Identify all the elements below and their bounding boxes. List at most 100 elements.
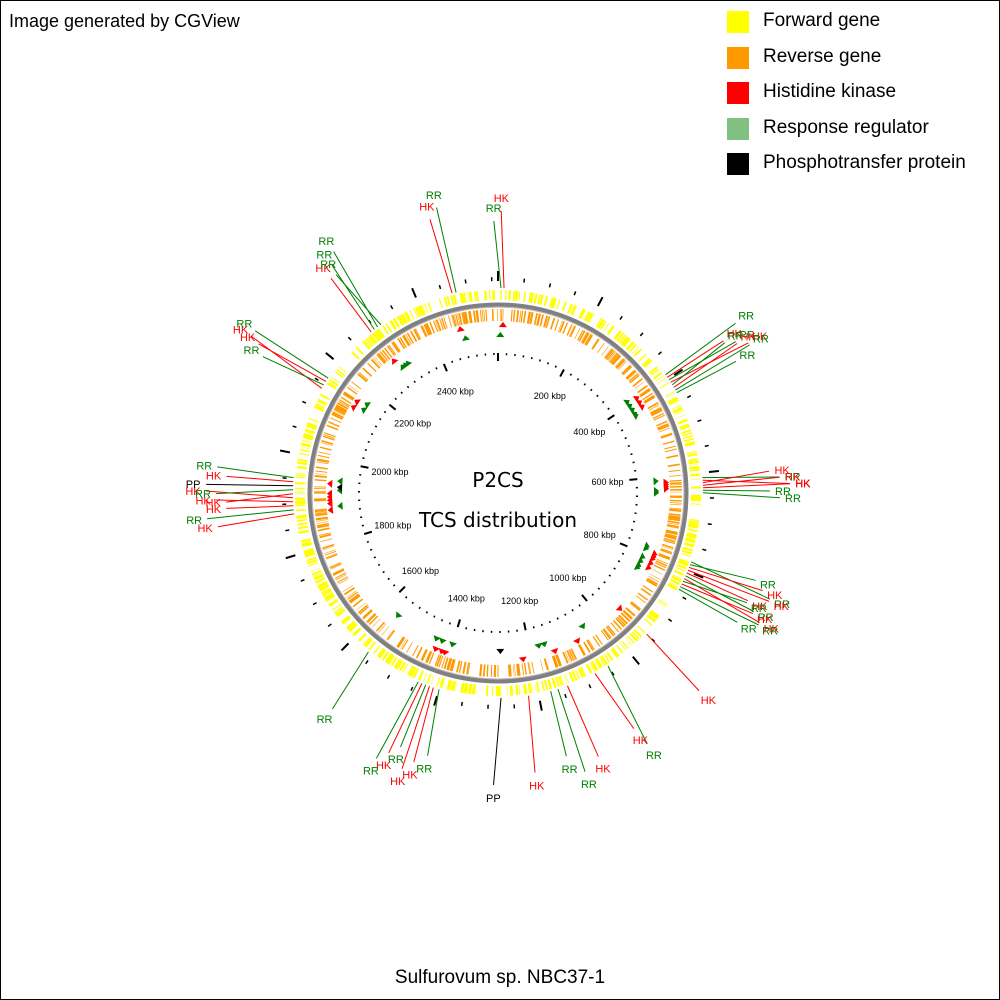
reverse-gene <box>653 564 666 571</box>
reverse-gene <box>592 636 601 647</box>
reverse-gene <box>334 406 347 414</box>
reverse-gene <box>605 626 615 637</box>
rr-marker <box>364 402 372 409</box>
callout-label: RR <box>774 599 790 611</box>
outer-tick <box>702 548 707 552</box>
forward-gene <box>373 645 381 654</box>
callout-line <box>493 220 502 289</box>
inner-tick <box>388 403 397 411</box>
callout-line <box>702 483 790 489</box>
forward-gene <box>684 538 696 544</box>
forward-gene <box>340 615 350 623</box>
callout-line <box>671 342 726 386</box>
callout-label: RR <box>762 626 778 638</box>
callout-label: HK <box>764 624 780 636</box>
outer-tick <box>438 284 442 290</box>
reverse-gene <box>362 609 372 619</box>
callout-label: HK <box>774 465 790 477</box>
callout-label: HK <box>494 193 510 205</box>
reverse-gene <box>349 594 360 603</box>
inner-tick <box>435 367 438 370</box>
forward-gene <box>300 538 311 543</box>
organism-name: Sulfurovum sp. NBC37-1 <box>394 967 606 988</box>
rr-marker <box>633 562 641 570</box>
reverse-gene <box>610 353 619 364</box>
callout-line <box>330 278 372 333</box>
forward-gene <box>311 569 322 576</box>
forward-gene <box>595 318 603 328</box>
rr-marker <box>653 488 660 497</box>
forward-gene <box>681 549 693 555</box>
forward-gene <box>614 331 622 341</box>
legend-label: Forward gene <box>763 10 881 31</box>
forward-gene <box>326 382 337 390</box>
reverse-gene <box>424 323 432 336</box>
forward-gene <box>328 598 338 607</box>
credit-text: Image generated by CGView <box>9 11 240 31</box>
reverse-gene <box>366 612 376 623</box>
callout-line <box>702 489 770 492</box>
inner-tick <box>369 548 373 551</box>
reverse-gene <box>402 334 411 346</box>
inner-tick <box>370 432 374 436</box>
forward-gene <box>637 625 646 634</box>
reverse-gene <box>644 396 656 404</box>
callout-label: RR <box>426 190 442 202</box>
callout-line <box>676 360 737 394</box>
callout-label: RR <box>728 331 744 343</box>
forward-gene <box>567 303 574 314</box>
callout-label: RR <box>753 333 769 345</box>
callout-line <box>215 489 294 495</box>
hk-marker <box>392 358 399 366</box>
legend-swatch <box>727 46 749 69</box>
callout-line <box>427 689 440 756</box>
inner-tick <box>554 365 557 368</box>
outer-tick <box>327 623 332 628</box>
callout-line <box>401 686 430 769</box>
legend-label: Phosphotransfer protein <box>763 152 966 173</box>
tick-label: 1800 kbp <box>374 520 411 530</box>
callout-label: RR <box>562 764 578 776</box>
forward-gene <box>394 658 402 669</box>
forward-gene <box>389 319 398 330</box>
inner-tick <box>379 417 382 421</box>
forward-gene <box>677 419 688 425</box>
reverse-gene <box>606 350 616 361</box>
legend-swatch <box>727 11 749 33</box>
outer-tick <box>619 315 623 321</box>
reverse-gene <box>562 322 569 334</box>
outer-tick <box>312 601 317 606</box>
outer-tick <box>433 695 438 706</box>
rr-marker <box>642 543 650 552</box>
forward-gene <box>679 423 690 429</box>
inner-tick <box>442 363 448 372</box>
callout-label: RR <box>320 259 336 271</box>
outer-tick <box>285 554 296 560</box>
callout-label: RR <box>388 754 404 766</box>
reverse-gene <box>549 317 556 330</box>
legend-swatch <box>727 117 749 140</box>
forward-gene <box>584 311 591 322</box>
reverse-gene <box>642 585 654 593</box>
rr-marker <box>653 477 659 486</box>
hk-marker <box>327 479 333 488</box>
forward-gene <box>352 627 361 636</box>
callout-line <box>665 322 736 376</box>
reverse-gene <box>358 371 369 381</box>
forward-gene <box>382 325 390 335</box>
forward-gene <box>678 560 689 566</box>
rr-marker <box>496 331 505 338</box>
inner-tick <box>569 373 573 376</box>
hk-marker <box>644 563 652 571</box>
reverse-gene <box>378 352 387 363</box>
callout-label: PP <box>186 479 201 491</box>
tick-label: 1400 kbp <box>448 593 485 603</box>
forward-gene <box>382 651 390 661</box>
reverse-gene <box>604 348 613 359</box>
forward-gene <box>670 578 680 586</box>
forward-gene <box>317 398 328 405</box>
reverse-gene <box>555 654 561 667</box>
outer-tick <box>668 618 673 622</box>
reverse-gene <box>640 587 652 596</box>
forward-gene <box>594 659 601 669</box>
